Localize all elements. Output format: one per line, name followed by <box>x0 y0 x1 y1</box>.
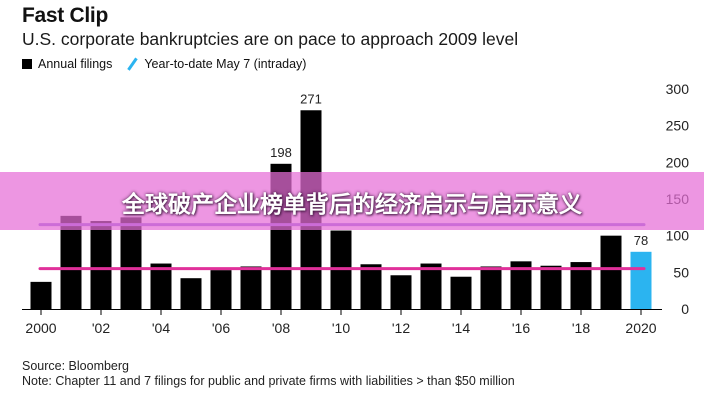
bar-annual-2018 <box>570 262 592 309</box>
y-tick-label: 200 <box>666 154 690 170</box>
x-tick-label: '18 <box>572 320 590 336</box>
y-tick-label: 0 <box>681 301 689 317</box>
bar-annual-2014 <box>450 276 472 309</box>
data-label-2020: 78 <box>634 233 648 248</box>
bar-annual-2011 <box>360 264 382 309</box>
x-tick-label: '06 <box>212 320 230 336</box>
bar-annual-2002 <box>90 221 112 309</box>
x-tick-label: '08 <box>272 320 290 336</box>
x-tick-label: '12 <box>392 320 410 336</box>
bar-annual-2006 <box>210 270 232 309</box>
data-label-2008: 198 <box>270 145 292 160</box>
legend-annual-label: Annual filings <box>38 57 113 71</box>
bar-annual-2007 <box>240 266 262 309</box>
bar-annual-2015 <box>480 266 502 309</box>
x-tick-label: '04 <box>152 320 170 336</box>
bar-annual-2004 <box>150 263 172 309</box>
bar-annual-2012 <box>390 275 412 309</box>
bar-annual-2016 <box>510 261 532 309</box>
bar-annual-2005 <box>180 278 202 309</box>
y-tick-label: 100 <box>666 228 690 244</box>
bar-annual-2013 <box>420 263 442 309</box>
chart-title: Fast Clip <box>22 4 108 27</box>
x-tick-label: 2000 <box>25 320 56 336</box>
source-note: Source: Bloomberg <box>22 359 130 373</box>
y-tick-label: 300 <box>666 81 690 97</box>
y-tick-label: 50 <box>673 264 689 280</box>
x-tick-label: '10 <box>332 320 350 336</box>
legend: Annual filings Year-to-date May 7 (intra… <box>22 57 306 71</box>
x-tick-label: 2020 <box>625 320 656 336</box>
legend-ytd-label: Year-to-date May 7 (intraday) <box>144 57 307 71</box>
overlay-banner-text: 全球破产企业榜单背后的经济启示与启示意义 <box>122 192 582 218</box>
footnote: Note: Chapter 11 and 7 filings for publi… <box>22 374 515 388</box>
bar-ytd-2020 <box>630 251 652 309</box>
chart-subtitle: U.S. corporate bankruptcies are on pace … <box>22 29 519 49</box>
x-tick-label: '16 <box>512 320 530 336</box>
x-tick-label: '14 <box>452 320 470 336</box>
y-tick-label: 250 <box>666 118 690 134</box>
overlay-banner <box>0 172 704 230</box>
legend-annual-swatch <box>22 59 32 69</box>
x-tick-label: '02 <box>92 320 110 336</box>
bar-annual-2001 <box>60 215 82 309</box>
bar-annual-2003 <box>120 217 142 309</box>
bar-annual-2019 <box>600 235 622 309</box>
bar-annual-2000 <box>30 281 52 309</box>
data-label-2009: 271 <box>300 91 322 106</box>
bar-annual-2017 <box>540 265 562 309</box>
